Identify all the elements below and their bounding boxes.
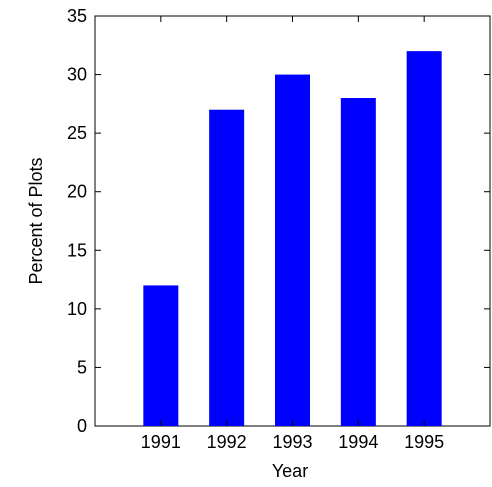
y-tick-label: 15: [67, 240, 87, 260]
x-tick-label: 1991: [141, 432, 181, 452]
x-tick-label: 1994: [338, 432, 378, 452]
x-tick-label: 1995: [404, 432, 444, 452]
bar-1995: [406, 51, 442, 427]
y-tick-label: 20: [67, 182, 87, 202]
bar-1994: [340, 98, 376, 426]
y-tick-label: 35: [67, 6, 87, 26]
y-tick-label: 5: [77, 357, 87, 377]
x-axis: 1991 1992 1993 1994 1995: [141, 16, 444, 452]
y-tick-label: 0: [77, 416, 87, 436]
bar-1992: [209, 109, 245, 426]
bar-1993: [275, 74, 310, 427]
x-axis-label: Year: [272, 461, 308, 481]
y-tick-label: 30: [67, 65, 87, 85]
y-axis-label: Percent of Plots: [26, 157, 46, 284]
y-tick-label: 25: [67, 123, 87, 143]
bars-group: [143, 51, 442, 427]
x-tick-label: 1993: [272, 432, 312, 452]
bar-1991: [143, 285, 179, 426]
y-axis: 0 5 10 15 20 25 30 35: [67, 6, 490, 436]
y-tick-label: 10: [67, 299, 87, 319]
x-tick-label: 1992: [207, 432, 247, 452]
